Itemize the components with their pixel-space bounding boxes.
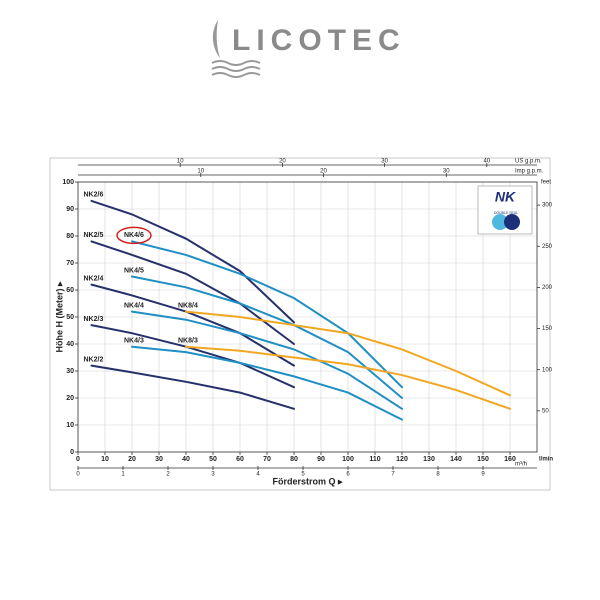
secondary-unit: m³/h (515, 462, 527, 468)
y2-unit: feet (541, 180, 551, 186)
secondary-tick-label: 2 (166, 472, 170, 478)
secondary-tick-label: 10 (177, 159, 184, 165)
secondary-tick-label: 20 (320, 169, 327, 175)
plot-area (77, 181, 538, 453)
secondary-tick-label: 7 (391, 472, 395, 478)
y2-tick-label: 200 (542, 285, 553, 291)
secondary-tick-label: 10 (197, 169, 204, 175)
pump-curve (131, 275, 403, 399)
x-tick-label: 70 (263, 456, 271, 463)
x-axis-title: Förderstrom Q ▸ (272, 476, 343, 486)
curve-label: NK4/6 (124, 232, 144, 239)
chart: 0 10 20 30 40 50 60 70 80 90 100 110 120 130 140 150 160… (54, 159, 553, 487)
curve-label: NK8/4 (178, 302, 198, 309)
x-tick-label: 10 (101, 456, 109, 463)
pump-curve (185, 345, 511, 410)
secondary-tick-label: 4 (256, 472, 260, 478)
badge-icon (492, 214, 508, 230)
y-tick-label: 90 (66, 206, 74, 213)
x-tick-label: 90 (317, 456, 325, 463)
pump-curve (90, 240, 295, 345)
x-tick-label: 30 (155, 456, 163, 463)
y-tick-label: 10 (66, 422, 74, 429)
secondary-unit: US g.p.m. (515, 159, 542, 165)
secondary-tick-label: 6 (346, 472, 350, 478)
pump-curve (90, 324, 295, 389)
curve-label: NK2/6 (84, 192, 104, 199)
y-axis-title: Höhe H (Meter) ▸ (54, 281, 64, 353)
curve-label: NK4/3 (124, 338, 144, 345)
y-tick-label: 70 (66, 260, 74, 267)
y-tick-label: 20 (66, 395, 74, 402)
x-tick-label: 50 (209, 456, 217, 463)
curve-label: NK2/5 (84, 232, 104, 239)
x-tick-label: 80 (290, 456, 298, 463)
secondary-tick-label: 3 (211, 472, 215, 478)
x-tick-label: 110 (369, 456, 380, 463)
y-tick-label: 30 (66, 368, 74, 375)
logo-flame (212, 20, 220, 58)
secondary-tick-label: 9 (481, 472, 485, 478)
pump-curve (131, 310, 403, 410)
secondary-tick-label: 20 (279, 159, 286, 165)
logo: LICOTEC (211, 20, 406, 78)
pump-curve (185, 310, 511, 397)
logo-text: LICOTEC (232, 24, 406, 57)
pump-curve (90, 199, 295, 324)
y-tick-label: 60 (66, 287, 74, 294)
y2-tick-label: 150 (542, 326, 553, 332)
curve-label: NK2/2 (84, 356, 104, 363)
y-tick-label: 0 (70, 449, 74, 456)
x-tick-label: 0 (76, 456, 80, 463)
y2-tick-label: 250 (542, 244, 553, 250)
curve-label: NK4/4 (124, 302, 144, 309)
highlight-ring (116, 226, 152, 245)
secondary-tick-label: 30 (443, 169, 450, 175)
pump-curve (131, 240, 403, 389)
curve-label: NK8/3 (178, 338, 198, 345)
x-tick-label: 130 (423, 456, 435, 463)
x-tick-label: 100 (342, 456, 354, 463)
curve-label: NK2/4 (84, 275, 104, 282)
chart-frame (49, 157, 551, 491)
x-tick-label: 20 (128, 456, 136, 463)
curve-label: NK2/3 (84, 316, 104, 323)
y-tick-label: 40 (66, 341, 74, 348)
x-tick-label: 150 (477, 456, 489, 463)
x-tick-label: 40 (182, 456, 190, 463)
x-tick-label: 140 (450, 456, 462, 463)
x-tick-label: 60 (236, 456, 244, 463)
y2-tick-label: 50 (542, 408, 549, 414)
x-tick-label: 160 (504, 456, 516, 463)
y2-tick-label: 300 (542, 203, 553, 209)
secondary-tick-label: 40 (483, 159, 490, 165)
badge-subtitle: DOUBLE SEAL (494, 211, 518, 215)
y-tick-label: 80 (66, 233, 74, 240)
secondary-tick-label: 8 (436, 472, 440, 478)
x-tick-label: 120 (396, 456, 408, 463)
badge: NK DOUBLE SEAL (477, 185, 533, 235)
badge-title: NK (495, 189, 516, 205)
y-tick-label: 50 (66, 314, 74, 321)
secondary-unit: Imp g.p.m. (515, 169, 544, 175)
secondary-tick-label: 5 (301, 472, 305, 478)
secondary-tick-label: 30 (381, 159, 388, 165)
curve-label: NK4/5 (124, 267, 144, 274)
secondary-tick-label: 0 (76, 472, 80, 478)
x-unit: l/min (539, 457, 553, 463)
y2-tick-label: 100 (542, 367, 553, 373)
y-tick-label: 100 (62, 179, 74, 186)
secondary-tick-label: 1 (121, 472, 125, 478)
badge-icon (504, 214, 520, 230)
logo-waves (211, 60, 261, 78)
pump-curve (131, 345, 403, 421)
pump-curve (90, 364, 295, 410)
